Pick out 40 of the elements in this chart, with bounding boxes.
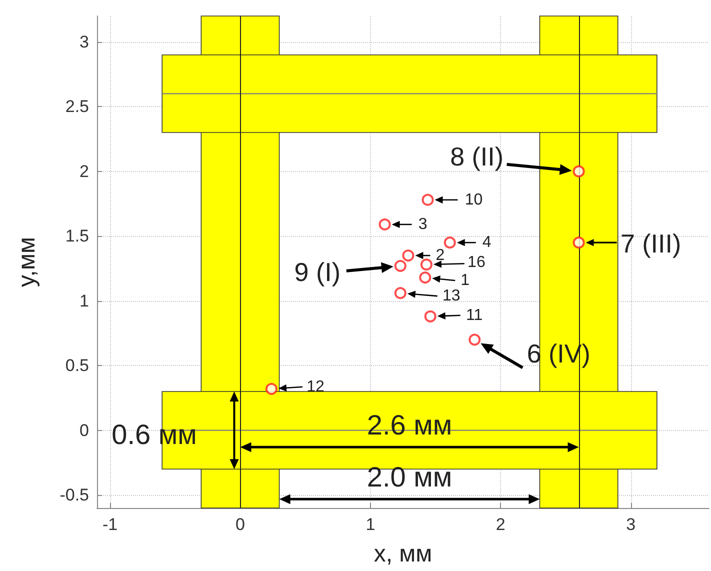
annotation: 11 [466,306,483,324]
annotation: 2.0 мм [366,462,452,493]
point [378,218,391,230]
point [468,334,481,346]
x-tick-label: 3 [626,515,636,534]
annotation: 9 (I) [294,256,341,287]
y-tick-label: 3 [80,32,89,52]
annotation: 8 (II) [450,141,504,172]
y-tick-label: -0.5 [60,486,89,505]
point [444,236,456,249]
point [572,165,585,178]
point [424,310,436,322]
annotation: 2 [436,247,445,264]
annotation: 7 (III) [620,228,682,259]
y-tick-label: 0.5 [65,356,89,376]
point [402,250,414,262]
x-tick-label: -1 [102,515,118,534]
y-tick-label: 0 [80,420,89,440]
x-tick-label: 2 [496,515,506,534]
annotation: 13 [442,288,460,305]
x-axis-title: x, мм [374,540,432,568]
x-tick-label: 0 [236,515,245,534]
y-tick-label: 1.5 [65,226,89,246]
point [394,260,406,272]
annotation: 10 [464,191,483,208]
y-axis-title: y,мм [14,237,40,287]
x-tick-label: 1 [366,515,376,534]
annotation: 1 [460,272,470,290]
annotation: 16 [468,254,486,272]
point [420,258,432,271]
y-tick-label: 2 [80,162,89,181]
y-tick-label: 2.5 [65,97,89,116]
annotation: 3 [418,216,428,233]
point [394,287,406,300]
y-tick-label: 1 [80,291,89,310]
annotation: 4 [482,234,492,252]
point [419,272,432,284]
point [572,236,585,249]
point [422,194,434,206]
point [265,382,278,395]
